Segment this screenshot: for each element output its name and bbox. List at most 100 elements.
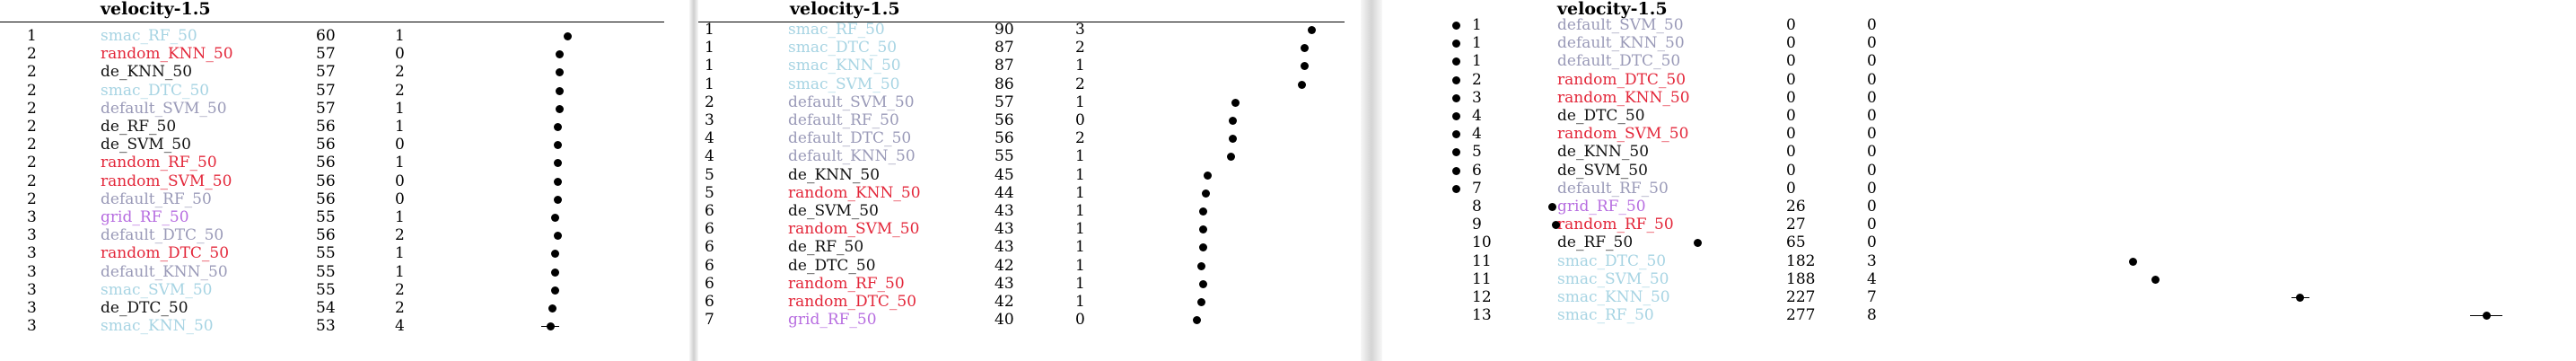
table-row: 6 random_RF_50 43 1 xyxy=(698,275,1361,293)
panel-title: velocity-1.5 xyxy=(101,0,211,19)
score-cell: 0 xyxy=(1786,70,1796,89)
rank-dot xyxy=(556,50,565,59)
rank-dot xyxy=(1300,44,1309,53)
table-row: 6 de_SVM_50 43 1 xyxy=(698,202,1361,220)
score-cell: 55 xyxy=(994,147,1014,166)
method-name: de_DTC_50 xyxy=(1557,107,1645,125)
table-row: 7 default_RF_50 0 0 xyxy=(1382,180,2576,198)
rank-cell: 8 xyxy=(1472,198,1482,216)
rank-cell: 5 xyxy=(705,165,714,184)
rank-cell: 2 xyxy=(27,172,37,190)
wins-cell: 2 xyxy=(1075,129,1085,148)
score-cell: 0 xyxy=(1786,161,1796,180)
rank-cell: 11 xyxy=(1472,269,1492,288)
method-name: de_KNN_50 xyxy=(788,165,881,184)
rank-cell: 10 xyxy=(1472,233,1492,252)
table-row: 2 smac_DTC_50 57 2 xyxy=(0,82,689,100)
method-name: default_DTC_50 xyxy=(101,226,224,245)
rank-dot xyxy=(1552,221,1561,230)
rank-cell: 2 xyxy=(27,63,37,82)
rank-cell: 2 xyxy=(27,189,37,208)
rank-cell: 3 xyxy=(27,226,37,245)
score-cell: 60 xyxy=(316,27,336,45)
table-row: 6 de_SVM_50 0 0 xyxy=(1382,162,2576,180)
method-name: default_SVM_50 xyxy=(1557,16,1684,34)
wins-cell: 0 xyxy=(1867,88,1877,107)
table-row: 7 grid_RF_50 40 0 xyxy=(698,311,1361,329)
score-cell: 57 xyxy=(316,81,336,100)
table-row: 3 random_DTC_50 55 1 xyxy=(0,244,689,262)
method-name: de_KNN_50 xyxy=(101,63,193,82)
rank-cell: 2 xyxy=(27,118,37,136)
score-cell: 90 xyxy=(994,21,1014,39)
rank-cell: 9 xyxy=(1472,216,1482,234)
method-name: random_SVM_50 xyxy=(788,220,920,239)
score-cell: 40 xyxy=(994,311,1014,330)
table-row: 3 smac_SVM_50 55 2 xyxy=(0,281,689,299)
table-row: 2 de_SVM_50 56 0 xyxy=(0,136,689,154)
ranking-panel: velocity-1.5 1 default_SVM_50 0 0 1 default_K… xyxy=(1382,0,2576,361)
score-cell: 56 xyxy=(316,118,336,136)
score-cell: 0 xyxy=(1786,34,1796,53)
score-cell: 55 xyxy=(316,208,336,226)
wins-cell: 1 xyxy=(1075,92,1085,111)
rank-dot xyxy=(1548,203,1557,211)
score-cell: 0 xyxy=(1786,179,1796,198)
wins-cell: 0 xyxy=(1867,34,1877,53)
rank-dot xyxy=(1693,239,1702,248)
method-name: smac_DTC_50 xyxy=(101,81,210,100)
rank-dot xyxy=(1298,80,1307,89)
score-cell: 0 xyxy=(1786,143,1796,162)
rank-dot xyxy=(550,250,559,259)
table-row: 3 de_DTC_50 54 2 xyxy=(0,299,689,317)
rank-cell: 4 xyxy=(705,129,714,148)
method-name: smac_RF_50 xyxy=(788,21,885,39)
wins-cell: 0 xyxy=(1867,125,1877,144)
score-cell: 57 xyxy=(316,45,336,64)
rank-cell: 1 xyxy=(1472,52,1482,71)
method-name: default_SVM_50 xyxy=(101,99,227,118)
rank-cell: 1 xyxy=(705,21,714,39)
method-name: smac_SVM_50 xyxy=(101,280,213,299)
method-name: default_KNN_50 xyxy=(788,147,916,166)
method-name: default_DTC_50 xyxy=(1557,52,1681,71)
method-name: de_SVM_50 xyxy=(101,136,191,154)
wins-cell: 1 xyxy=(395,118,405,136)
rank-dot xyxy=(1451,40,1460,48)
score-cell: 188 xyxy=(1786,269,1816,288)
wins-cell: 0 xyxy=(1867,16,1877,34)
rank-dot xyxy=(1229,135,1238,144)
method-name: random_DTC_50 xyxy=(101,244,230,263)
rank-dot xyxy=(1229,117,1238,125)
rank-dot xyxy=(550,286,559,295)
wins-cell: 0 xyxy=(1867,161,1877,180)
table-row: 2 default_RF_50 56 0 xyxy=(0,190,689,208)
table-row: 12 smac_KNN_50 227 7 xyxy=(1382,288,2576,306)
table-row: 1 smac_SVM_50 86 2 xyxy=(698,75,1361,93)
score-cell: 86 xyxy=(994,75,1014,93)
method-name: de_RF_50 xyxy=(1557,233,1634,252)
wins-cell: 1 xyxy=(1075,220,1085,239)
method-name: smac_KNN_50 xyxy=(788,57,901,75)
wins-cell: 1 xyxy=(1075,202,1085,220)
rank-cell: 13 xyxy=(1472,306,1492,325)
wins-cell: 1 xyxy=(1075,293,1085,311)
score-cell: 0 xyxy=(1786,107,1796,125)
rank-cell: 3 xyxy=(27,299,37,317)
rank-dot xyxy=(1307,26,1316,34)
wins-cell: 0 xyxy=(1867,216,1877,234)
rank-dot xyxy=(1300,62,1309,71)
table-row: 13 smac_RF_50 277 8 xyxy=(1382,306,2576,324)
wins-cell: 0 xyxy=(1075,111,1085,129)
rank-dot xyxy=(553,232,562,241)
table-row: 6 random_DTC_50 42 1 xyxy=(698,293,1361,311)
method-name: de_DTC_50 xyxy=(788,256,876,275)
table-row: 1 default_DTC_50 0 0 xyxy=(1382,52,2576,70)
rank-cell: 4 xyxy=(1472,107,1482,125)
table-row: 6 random_SVM_50 43 1 xyxy=(698,220,1361,238)
rank-cell: 3 xyxy=(27,244,37,263)
rank-dot xyxy=(1199,279,1208,288)
rank-dot xyxy=(1201,189,1210,198)
rank-cell: 7 xyxy=(1472,179,1482,198)
method-name: smac_DTC_50 xyxy=(788,39,898,57)
